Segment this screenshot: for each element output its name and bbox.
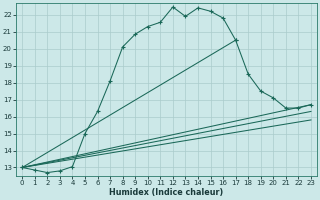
X-axis label: Humidex (Indice chaleur): Humidex (Indice chaleur) bbox=[109, 188, 224, 197]
